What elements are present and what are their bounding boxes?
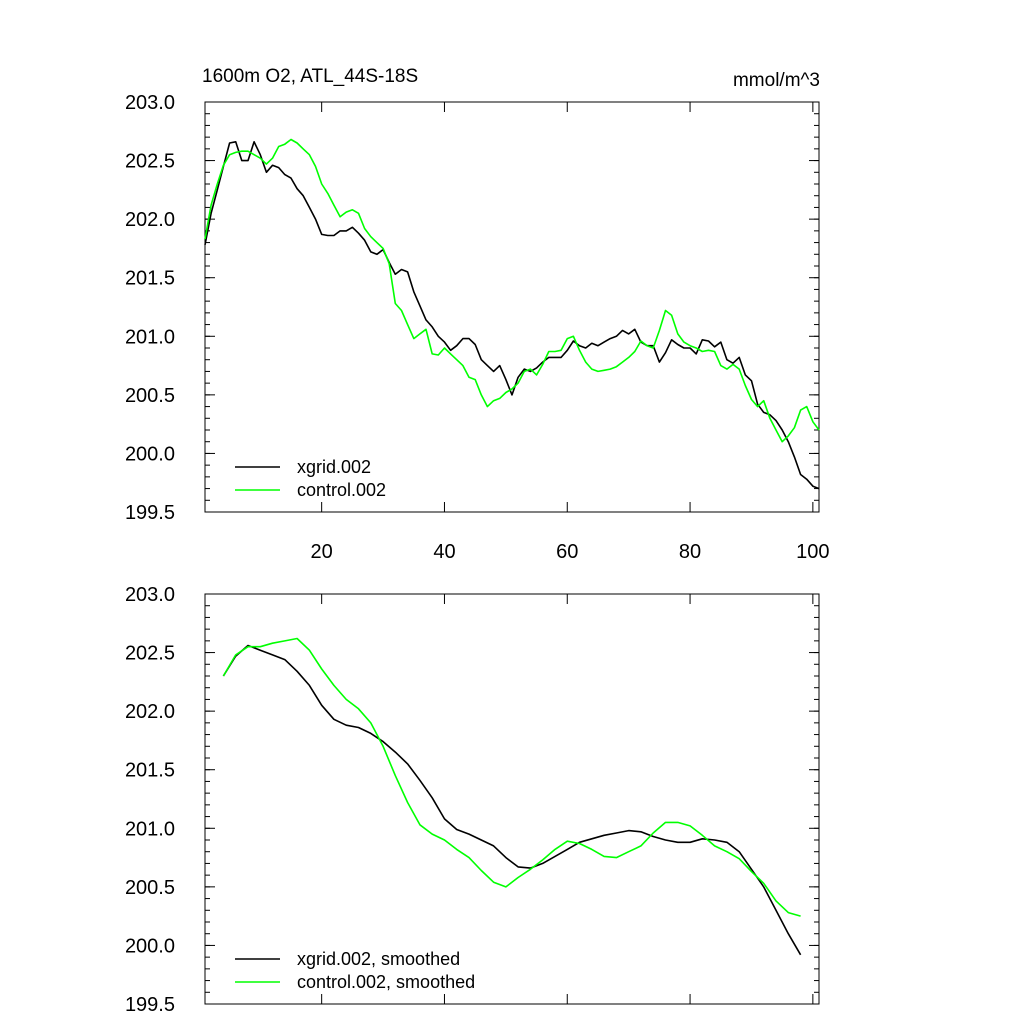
top-y-tick-label: 201.0 [125, 326, 175, 348]
top-x-tick-label: 40 [433, 541, 455, 563]
top-legend-label: control.002 [297, 480, 386, 500]
top-x-tick-label: 20 [311, 541, 333, 563]
top-series-line-xgrid [204, 141, 820, 490]
bottom-y-tick-label: 202.0 [125, 701, 175, 723]
bottom-y-tick-label: 200.5 [125, 877, 175, 899]
top-y-tick-label: 201.5 [125, 268, 175, 290]
bottom-legend-label: control.002, smoothed [297, 972, 475, 992]
bottom-y-tick-label: 203.0 [125, 584, 175, 606]
bottom-y-tick-label: 201.5 [125, 760, 175, 782]
chart-units: mmol/m^3 [733, 70, 820, 91]
top-x-tick-label: 80 [679, 541, 701, 563]
top-y-tick-label: 202.5 [125, 151, 175, 173]
bottom-y-tick-label: 202.5 [125, 643, 175, 665]
top-x-tick-label: 100 [796, 541, 829, 563]
bottom-y-tick-label: 201.0 [125, 818, 175, 840]
bottom-series-line-xgrid [222, 644, 802, 956]
bottom-y-tick-label: 199.5 [125, 994, 175, 1016]
top-y-tick-label: 202.0 [125, 209, 175, 231]
chart-title: 1600m O2, ATL_44S-18S [202, 66, 418, 87]
bottom-legend-label: xgrid.002, smoothed [297, 949, 460, 969]
top-legend-label: xgrid.002 [297, 457, 371, 477]
top-series-line-control [204, 138, 820, 443]
top-chart-panel: 1600m O2, ATL_44S-18S mmol/m^3 199.5 200.… [125, 66, 830, 563]
top-x-tick-label: 60 [556, 541, 578, 563]
bottom-series-line-control [222, 637, 801, 917]
top-y-tick-label: 200.0 [125, 443, 175, 465]
top-y-tick-label: 200.5 [125, 385, 175, 407]
bottom-chart-panel: 199.5 200.0 200.5 201.0 201.5 202.0 202.5 203.0… [125, 584, 820, 1016]
top-y-tick-label: 203.0 [125, 92, 175, 114]
top-y-tick-label: 199.5 [125, 502, 175, 524]
bottom-y-tick-label: 200.0 [125, 935, 175, 957]
top-plot-frame [204, 101, 820, 513]
bottom-plot-frame [204, 593, 820, 1005]
